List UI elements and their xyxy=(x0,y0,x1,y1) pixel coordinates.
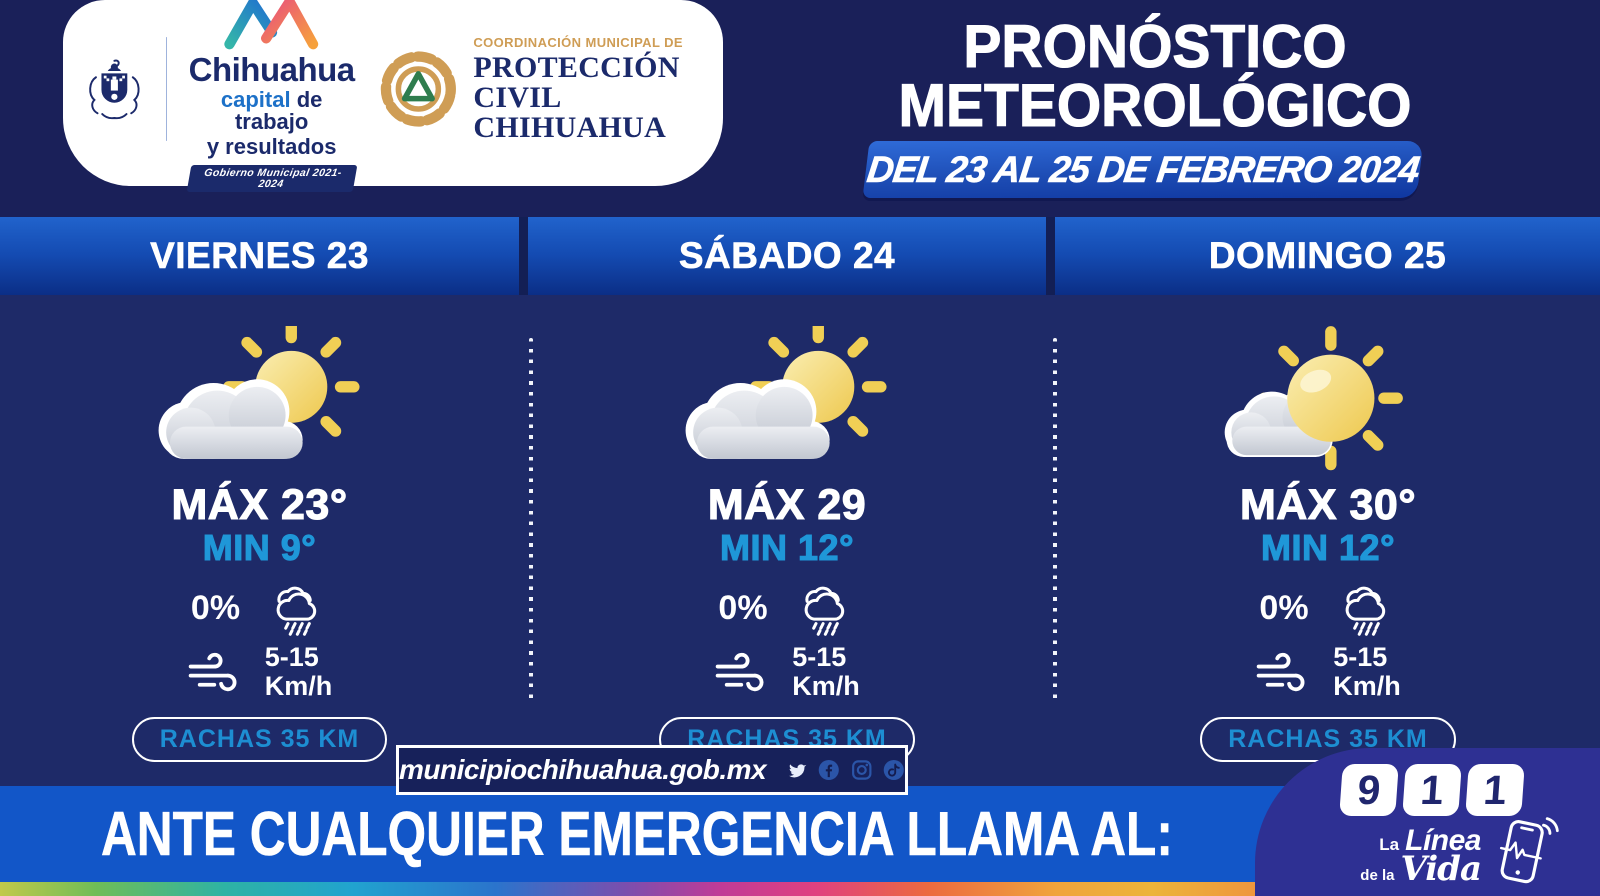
civil-coordinacion-line: COORDINACIÓN MUNICIPAL DE xyxy=(473,34,683,50)
wind-row: 5-15 Km/h xyxy=(1255,641,1401,701)
gobierno-municipal-ribbon: Gobierno Municipal 2021-2024 xyxy=(186,164,358,192)
facebook-icon xyxy=(819,759,840,781)
sun-behind-cloud-icon xyxy=(685,326,887,459)
phone-heartbeat-icon xyxy=(1487,814,1561,895)
instagram-icon xyxy=(851,760,872,780)
proteccion-civil-text: COORDINACIÓN MUNICIPAL DE PROTECCIÓN CIV… xyxy=(473,36,705,143)
poster-title: PRONÓSTICO METEOROLÓGICO xyxy=(880,13,1430,139)
civil-city-line: CHIHUAHUA xyxy=(473,110,667,144)
wind-row: 5-15 Km/h xyxy=(714,641,860,701)
max-temperature: MÁX 23° xyxy=(171,481,348,529)
wind-icon xyxy=(715,652,764,691)
digit-9: 9 xyxy=(1339,764,1399,816)
rainbow-strip xyxy=(0,882,1600,896)
mountain-m-icon xyxy=(223,0,318,49)
day-header-sabado: SÁBADO 24 xyxy=(528,217,1046,295)
date-range-ribbon: DEL 23 AL 25 DE FEBRERO 2024 xyxy=(862,141,1424,198)
dotted-column-separator xyxy=(1053,338,1057,702)
min-temperature: MIN 9° xyxy=(202,526,317,568)
wind-icon xyxy=(1256,652,1305,691)
precipitation-row: 0% xyxy=(718,579,855,639)
max-temperature: MÁX 29 xyxy=(707,481,867,529)
title-line-1: PRONÓSTICO xyxy=(963,13,1347,80)
min-temperature: MIN 12° xyxy=(1260,526,1395,568)
precipitation-value: 0% xyxy=(1259,589,1309,628)
header-logo-card: Chihuahua capital de trabajo y resultado… xyxy=(63,0,723,192)
day-header-bar: VIERNES 23 SÁBADO 24 DOMINGO 25 xyxy=(0,217,1600,295)
proteccion-civil-logo: COORDINACIÓN MUNICIPAL DE PROTECCIÓN CIV… xyxy=(377,35,705,143)
precipitation-value: 0% xyxy=(718,589,768,628)
rain-cloud-icon xyxy=(1345,586,1385,636)
precipitation-row: 0% xyxy=(1259,579,1396,639)
min-temperature: MIN 12° xyxy=(719,526,854,568)
civil-name-line: PROTECCIÓN CIVIL xyxy=(473,50,680,114)
chihuahua-capital-logo: Chihuahua capital de trabajo y resultado… xyxy=(186,0,358,192)
precipitation-row: 0% xyxy=(191,579,328,639)
sun-behind-cloud-icon xyxy=(158,326,360,459)
emergency-message: ANTE CUALQUIER EMERGENCIA LLAMA AL: xyxy=(101,799,1173,869)
dotted-column-separator xyxy=(529,338,533,702)
website-url: municipiochihuahua.gob.mx xyxy=(399,754,767,785)
brand-tagline-2: y resultados xyxy=(206,133,337,159)
title-line-2: METEOROLÓGICO xyxy=(898,71,1412,139)
sun-in-front-of-cloud-icon xyxy=(1224,326,1403,471)
wind-icon xyxy=(188,652,237,691)
wind-speed-text: 5-15 Km/h xyxy=(792,641,860,701)
wind-row: 5-15 Km/h xyxy=(187,641,333,701)
chihuahua-coat-of-arms-icon xyxy=(89,59,140,120)
max-temperature: MÁX 30° xyxy=(1239,481,1417,529)
forecast-column-sabado: MÁX 29 MIN 12° 0% 5-15 Km/h RACHAS 35 KM xyxy=(528,300,1046,762)
emergency-message-wrap: ANTE CUALQUIER EMERGENCIA LLAMA AL: xyxy=(0,786,1274,882)
twitter-icon xyxy=(788,763,807,777)
precipitation-value: 0% xyxy=(190,589,241,628)
tiktok-icon xyxy=(884,759,905,781)
gusts-badge: RACHAS 35 KM xyxy=(131,716,388,762)
date-range-text: DEL 23 AL 25 DE FEBRERO 2024 xyxy=(864,148,1422,190)
digit-1: 1 xyxy=(1465,764,1525,816)
brand-tagline: capital de trabajo xyxy=(220,86,323,134)
rain-cloud-icon xyxy=(804,586,844,636)
digit-1: 1 xyxy=(1402,764,1462,816)
website-bar: municipiochihuahua.gob.mx xyxy=(396,745,908,795)
linea-de-la-vida-text: La Línea de la Vida xyxy=(1360,824,1482,889)
day-header-domingo: DOMINGO 25 xyxy=(1055,217,1600,295)
brand-name: Chihuahua xyxy=(188,50,356,88)
911-panel: 9 1 1 La Línea de la Vida xyxy=(1255,748,1600,896)
logo-divider xyxy=(165,37,167,141)
rain-cloud-icon xyxy=(276,586,317,636)
wind-speed-text: 5-15 Km/h xyxy=(1333,641,1401,701)
wind-speed-text: 5-15 Km/h xyxy=(264,641,333,701)
proteccion-civil-emblem-icon xyxy=(380,51,456,127)
day-header-viernes: VIERNES 23 xyxy=(0,217,519,295)
911-digit-boxes: 9 1 1 xyxy=(1339,764,1525,816)
forecast-column-viernes: MÁX 23° MIN 9° 0% 5-15 Km/h RACHAS 35 KM xyxy=(0,300,519,762)
forecast-column-domingo: MÁX 30° MIN 12° 0% 5-15 Km/h RACHAS 35 K… xyxy=(1056,300,1600,762)
